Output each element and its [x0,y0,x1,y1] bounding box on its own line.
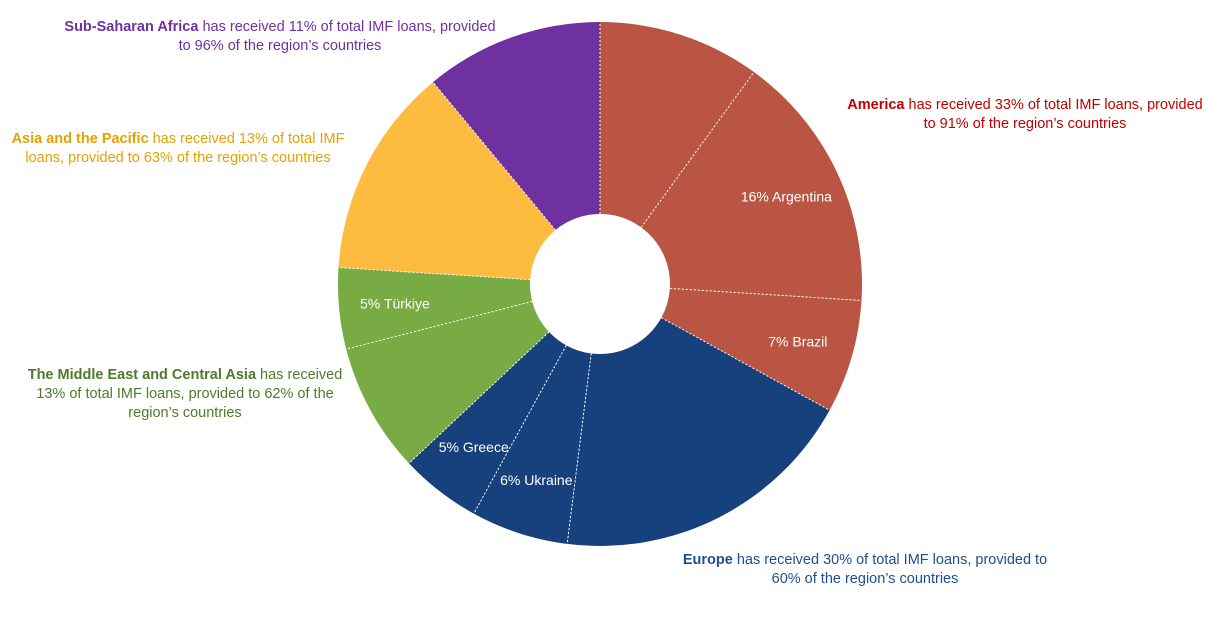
slice-america-1 [641,72,862,301]
slice-labels: 16% Argentina 7% Brazil 6% Ukraine 5% Greec… [360,188,832,488]
annotation-sub-saharan-africa-region: Sub-Saharan Africa [64,19,199,35]
slice-separator [669,287,862,301]
annotation-asia-pacific-text: has received 13% of total IMF loans, pro… [25,131,345,166]
slice-separator [473,345,567,514]
slice-separator [346,300,533,350]
slice-asia-and-the-pacific-8 [338,82,556,280]
slice-the-middle-east-and-central-asia-7 [337,267,533,350]
slice-sub-saharan-africa-9 [432,22,600,231]
slice-separator [566,353,592,544]
slice-europe-3 [567,317,830,547]
annotation-america-text: has received 33% of total IMF loans, pro… [904,97,1203,132]
annotation-middle-east-central-asia-region: The Middle East and Central Asia [27,367,257,383]
annotation-sub-saharan-africa: Sub-Saharan Africa has received 11% of t… [60,18,500,56]
slice-europe-4 [473,345,592,544]
slice-america-0 [600,22,754,228]
annotation-asia-pacific-region: Asia and the Pacific [11,131,149,147]
annotation-europe-text: has received 30% of total IMF loans, pro… [732,552,1048,587]
slice-label-5-t-rkiye: 5% Türkiye [360,295,430,311]
annotation-europe-region: Europe [682,552,733,568]
slice-label-5-greece: 5% Greece [439,439,509,455]
slice-america-2 [661,288,862,411]
annotation-sub-saharan-africa-text: has received 11% of total IMF loans, pro… [178,19,496,54]
slice-separator [432,81,556,231]
annotation-america: America has received 33% of total IMF lo… [840,96,1208,134]
slice-label-6-ukraine: 6% Ukraine [500,472,573,488]
annotation-middle-east-central-asia: The Middle East and Central Asia has rec… [20,366,350,423]
slice-label-7-brazil: 7% Brazil [768,333,827,349]
annotation-middle-east-central-asia-text: has received 13% of total IMF loans, pro… [36,367,343,421]
slice-separator [408,331,550,464]
slice-europe-5 [409,331,567,514]
slice-separator [640,71,755,228]
annotation-america-region: America [847,97,905,113]
slice-separator [661,317,830,411]
slice-separator [338,267,531,281]
donut-slices [337,22,862,547]
annotation-europe: Europe has received 30% of total IMF loa… [680,551,1050,589]
slice-label-16-argentina: 16% Argentina [741,188,832,204]
slice-the-middle-east-and-central-asia-6 [346,301,549,464]
annotation-asia-pacific: Asia and the Pacific has received 13% of… [8,130,348,168]
